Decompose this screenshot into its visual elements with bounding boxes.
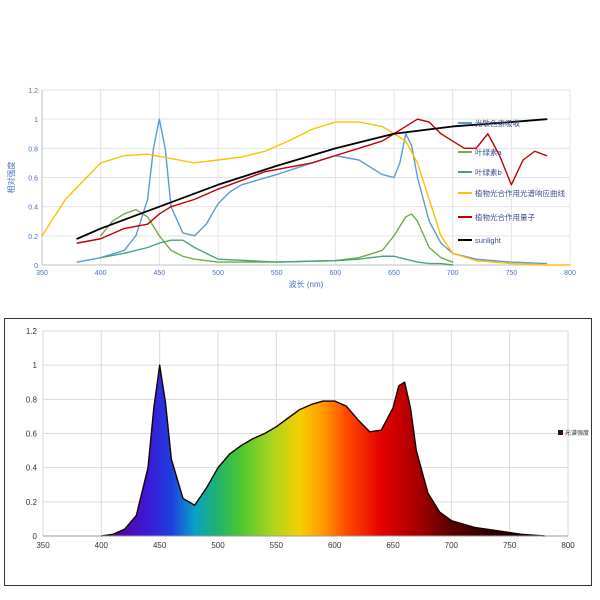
x-tick-label: 700	[445, 541, 459, 550]
y-tick-label: 0.8	[26, 395, 38, 404]
y-tick-label: 0.8	[28, 146, 38, 153]
x-tick-label: 350	[36, 541, 50, 550]
x-tick-label: 800	[561, 541, 575, 550]
legend-label: 叶绿素b	[475, 167, 502, 177]
x-tick-label: 500	[211, 541, 225, 550]
legend-label: 光谱强度	[565, 429, 589, 437]
x-tick-label: 500	[212, 270, 224, 277]
legend-label: 光敏色素吸收	[475, 118, 520, 128]
y-axis-label: 相对强度	[6, 162, 16, 194]
series-line-2	[99, 239, 454, 266]
series-line-0	[76, 118, 548, 265]
y-tick-label: 1	[33, 361, 38, 370]
legend-label: sunlight	[475, 236, 502, 245]
spectrum-chart-frame: 0 0.2 0.4 0.6 0.8 1 1.2 350 400 450 500 550 600 650 70…	[4, 318, 592, 586]
x-tick-label: 550	[271, 270, 283, 277]
y-tick-label: 0.4	[26, 464, 38, 473]
spectrum-area	[101, 365, 545, 536]
x-tick-label: 350	[36, 270, 48, 277]
y-tick-label: 0.2	[28, 234, 38, 241]
y-tick-label: 0	[34, 263, 38, 270]
x-tick-label: 650	[388, 270, 400, 277]
x-tick-label: 750	[503, 541, 517, 550]
legend-label: 植物光合作用量子	[475, 212, 535, 222]
series-line-5	[76, 118, 548, 240]
legend-label: 植物光合作用光谱响应曲线	[475, 188, 565, 198]
x-tick-label: 450	[153, 270, 165, 277]
series-line-4	[76, 118, 548, 244]
legend-label: 叶绿素a	[475, 147, 502, 157]
x-tick-label: 600	[329, 270, 341, 277]
x-tick-label: 400	[95, 270, 107, 277]
series-lines	[41, 118, 571, 266]
x-tick-label: 750	[505, 270, 517, 277]
legend: 光谱强度	[558, 429, 589, 437]
spectrum-outline	[101, 364, 545, 537]
y-tick-label: 1.2	[28, 88, 38, 95]
x-tick-label: 400	[95, 541, 109, 550]
x-tick-label: 700	[447, 270, 459, 277]
y-tick-label: 1.2	[26, 327, 38, 336]
x-tick-label: 800	[564, 270, 576, 277]
x-tick-label: 600	[328, 541, 342, 550]
y-tick-label: 0.6	[26, 430, 38, 439]
y-tick-label: 0.4	[28, 205, 38, 212]
x-axis-label: 波长 (nm)	[289, 279, 324, 289]
series-line-3	[41, 121, 571, 266]
spectral-response-chart: 0 0.2 0.4 0.6 0.8 1 1.2 350 400 450 500 550 600 650 70…	[6, 88, 576, 289]
legend-swatch	[558, 430, 563, 435]
y-tick-label: 0.2	[26, 498, 38, 507]
y-tick-label: 1	[34, 117, 38, 124]
y-tick-label: 0	[33, 532, 38, 541]
x-tick-label: 450	[153, 541, 167, 550]
x-tick-label: 550	[270, 541, 284, 550]
led-spectrum-chart: 0 0.2 0.4 0.6 0.8 1 1.2 350 400 450 500 550 600 650 70…	[26, 327, 589, 550]
x-tick-label: 650	[386, 541, 400, 550]
y-tick-label: 0.6	[28, 176, 38, 183]
